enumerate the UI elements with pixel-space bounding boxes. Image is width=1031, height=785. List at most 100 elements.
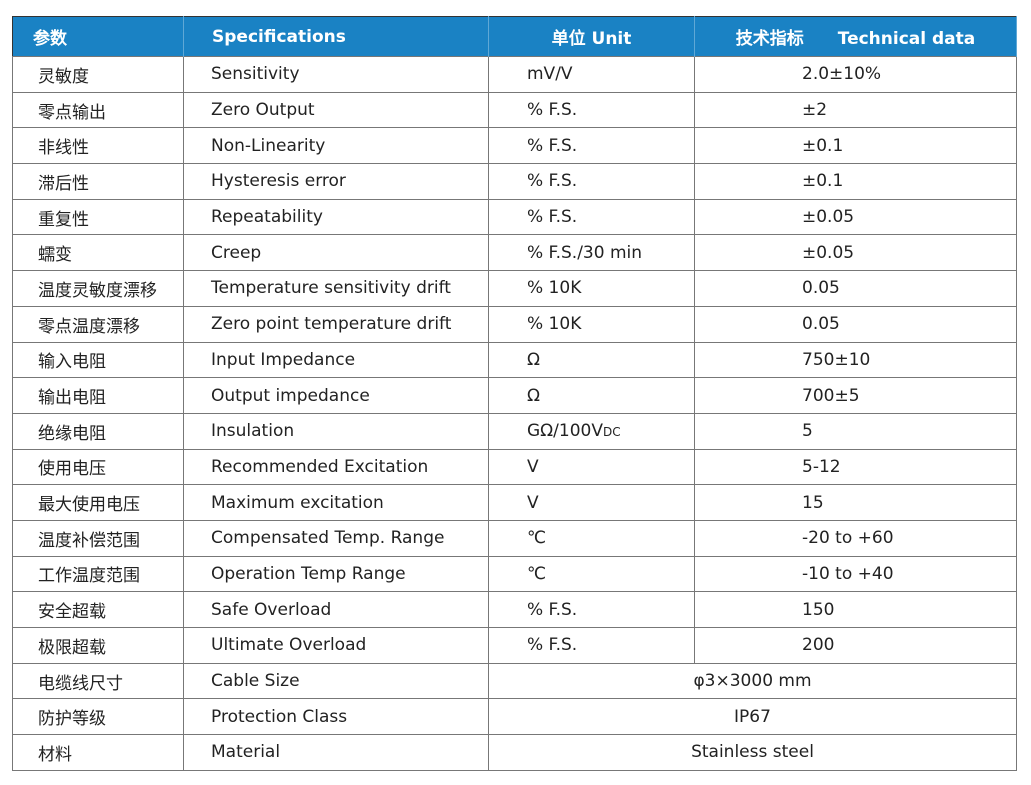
value-cell: 15 bbox=[694, 484, 1017, 521]
unit-cell: % F.S. bbox=[488, 198, 695, 236]
table-row: 非线性 Non-Linearity % F.S. ±0.1 bbox=[12, 127, 1017, 165]
param-en: Output impedance bbox=[183, 377, 489, 414]
unit-text: Ω bbox=[527, 349, 540, 370]
param-cn: 绝缘电阻 bbox=[12, 412, 184, 450]
unit-text: ℃ bbox=[527, 528, 547, 549]
param-en: Recommended Excitation bbox=[183, 448, 489, 486]
unit-text: % F.S./30 min bbox=[527, 242, 643, 263]
unit-text: ℃ bbox=[527, 563, 547, 584]
param-cn: 蠕变 bbox=[12, 234, 184, 272]
value-cell: 150 bbox=[694, 591, 1017, 628]
unit-cell: % F.S. bbox=[488, 627, 695, 664]
table-row: 极限超载 Ultimate Overload % F.S. 200 bbox=[12, 627, 1017, 664]
unit-cell: % 10K bbox=[488, 270, 695, 307]
unit-text: V bbox=[527, 492, 539, 513]
unit-text: mV/V bbox=[527, 64, 573, 85]
spec-table: 参数 Specifications 单位 Unit 技术指标 Technical … bbox=[12, 16, 1017, 771]
param-cn: 材料 bbox=[12, 734, 184, 771]
unit-cell: ℃ bbox=[488, 519, 695, 557]
param-cn: 极限超载 bbox=[12, 627, 184, 664]
value-cell: 750±10 bbox=[694, 341, 1017, 379]
param-cn: 非线性 bbox=[12, 127, 184, 165]
param-en: Maximum excitation bbox=[183, 484, 489, 521]
value-cell: -20 to +60 bbox=[694, 519, 1017, 557]
unit-text: Ω bbox=[527, 385, 540, 406]
unit-text: % F.S. bbox=[527, 599, 578, 620]
table-row: 蠕变 Creep % F.S./30 min ±0.05 bbox=[12, 234, 1017, 272]
table-row: 最大使用电压 Maximum excitation V 15 bbox=[12, 484, 1017, 521]
unit-cell: GΩ/100VDC bbox=[488, 412, 695, 450]
param-en: Protection Class bbox=[183, 698, 489, 736]
unit-text: % 10K bbox=[527, 278, 582, 299]
table-row: 材料 Material Stainless steel bbox=[12, 734, 1017, 771]
param-en: Non-Linearity bbox=[183, 127, 489, 165]
unit-cell: V bbox=[488, 484, 695, 521]
param-cn: 温度灵敏度漂移 bbox=[12, 270, 184, 307]
table-row: 安全超载 Safe Overload % F.S. 150 bbox=[12, 591, 1017, 628]
param-en: Temperature sensitivity drift bbox=[183, 270, 489, 307]
param-cn: 零点输出 bbox=[12, 91, 184, 129]
unit-text: V bbox=[527, 456, 539, 477]
unit-text: GΩ/100V bbox=[527, 421, 603, 442]
unit-cell: % F.S./30 min bbox=[488, 234, 695, 272]
table-row: 防护等级 Protection Class IP67 bbox=[12, 698, 1017, 736]
table-row: 滞后性 Hysteresis error % F.S. ±0.1 bbox=[12, 163, 1017, 200]
param-cn: 最大使用电压 bbox=[12, 484, 184, 521]
unit-text: % F.S. bbox=[527, 135, 578, 156]
param-en: Zero point temperature drift bbox=[183, 305, 489, 343]
table-row: 工作温度范围 Operation Temp Range ℃ -10 to +40 bbox=[12, 555, 1017, 593]
param-cn: 防护等级 bbox=[12, 698, 184, 736]
value-cell: ±0.1 bbox=[694, 163, 1017, 200]
param-en: Operation Temp Range bbox=[183, 555, 489, 593]
header-row: 参数 Specifications 单位 Unit 技术指标 Technical … bbox=[12, 16, 1017, 57]
table-row: 温度灵敏度漂移 Temperature sensitivity drift % 10… bbox=[12, 270, 1017, 307]
unit-cell: Ω bbox=[488, 341, 695, 379]
header-tech: 技术指标 Technical data bbox=[694, 16, 1017, 57]
unit-cell: mV/V bbox=[488, 56, 695, 93]
param-en: Hysteresis error bbox=[183, 163, 489, 200]
param-en: Zero Output bbox=[183, 91, 489, 129]
unit-text: % F.S. bbox=[527, 171, 578, 192]
param-en: Material bbox=[183, 734, 489, 771]
param-en: Input Impedance bbox=[183, 341, 489, 379]
header-spec: Specifications bbox=[183, 16, 489, 57]
param-en: Sensitivity bbox=[183, 56, 489, 93]
header-param: 参数 bbox=[12, 16, 184, 57]
table-row: 温度补偿范围 Compensated Temp. Range ℃ -20 to +60 bbox=[12, 519, 1017, 557]
value-cell: Stainless steel bbox=[488, 734, 1017, 771]
param-cn: 温度补偿范围 bbox=[12, 519, 184, 557]
value-cell: 0.05 bbox=[694, 270, 1017, 307]
value-cell: 200 bbox=[694, 627, 1017, 664]
value-cell: ±0.1 bbox=[694, 127, 1017, 165]
value-cell: 5-12 bbox=[694, 448, 1017, 486]
param-cn: 滞后性 bbox=[12, 163, 184, 200]
value-cell: ±0.05 bbox=[694, 234, 1017, 272]
table-row: 电缆线尺寸 Cable Size φ3×3000 mm bbox=[12, 662, 1017, 700]
unit-cell: Ω bbox=[488, 377, 695, 414]
table-row: 零点输出 Zero Output % F.S. ±2 bbox=[12, 91, 1017, 129]
unit-text: % F.S. bbox=[527, 635, 578, 656]
param-cn: 输出电阻 bbox=[12, 377, 184, 414]
unit-text: % F.S. bbox=[527, 100, 578, 121]
unit-cell: % F.S. bbox=[488, 591, 695, 628]
param-en: Ultimate Overload bbox=[183, 627, 489, 664]
table-row: 零点温度漂移 Zero point temperature drift % 10K 0… bbox=[12, 305, 1017, 343]
value-cell: ±2 bbox=[694, 91, 1017, 129]
unit-cell: % F.S. bbox=[488, 163, 695, 200]
param-en: Safe Overload bbox=[183, 591, 489, 628]
header-unit: 单位 Unit bbox=[488, 16, 695, 57]
value-cell: -10 to +40 bbox=[694, 555, 1017, 593]
param-cn: 电缆线尺寸 bbox=[12, 662, 184, 700]
unit-cell: ℃ bbox=[488, 555, 695, 593]
unit-text: % F.S. bbox=[527, 207, 578, 228]
table-row: 输出电阻 Output impedance Ω 700±5 bbox=[12, 377, 1017, 414]
param-cn: 重复性 bbox=[12, 198, 184, 236]
value-cell: φ3×3000 mm bbox=[488, 662, 1017, 700]
value-cell: 700±5 bbox=[694, 377, 1017, 414]
unit-subscript: DC bbox=[602, 425, 621, 440]
value-cell: ±0.05 bbox=[694, 198, 1017, 236]
value-cell: IP67 bbox=[488, 698, 1017, 736]
value-cell: 0.05 bbox=[694, 305, 1017, 343]
param-cn: 安全超载 bbox=[12, 591, 184, 628]
table-row: 重复性 Repeatability % F.S. ±0.05 bbox=[12, 198, 1017, 236]
